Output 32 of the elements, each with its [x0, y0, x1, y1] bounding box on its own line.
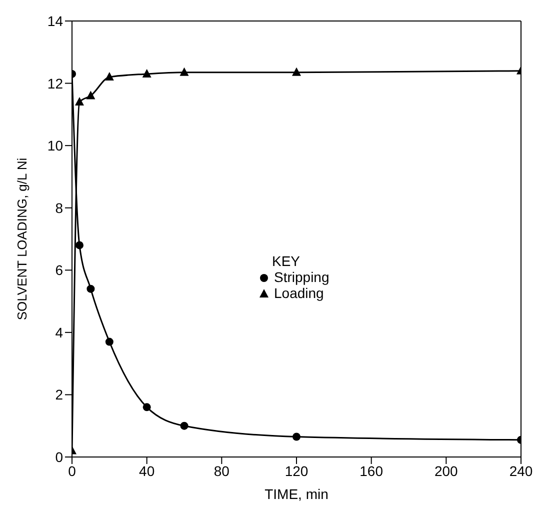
x-tick-label: 200	[434, 462, 458, 479]
point	[142, 68, 152, 78]
point	[105, 338, 114, 346]
point	[292, 67, 301, 76]
y-tick-label: 2	[55, 386, 64, 403]
point	[74, 96, 84, 106]
point	[104, 72, 114, 81]
y-tick-label: 12	[47, 75, 64, 92]
x-tick-label: 240	[509, 462, 533, 479]
x-tick-label: 120	[284, 462, 308, 479]
point	[75, 241, 84, 250]
x-tick-label: 80	[214, 462, 230, 479]
y-axis-title: SOLVENT LOADING, g/L Ni	[14, 158, 30, 320]
legend-label: Stripping	[273, 269, 330, 285]
y-tick-label: 8	[55, 200, 64, 216]
point	[142, 403, 151, 412]
point	[292, 432, 300, 441]
legend-title: KEY	[272, 253, 302, 269]
y-tick-label: 10	[47, 138, 64, 154]
x-tick-label: 0	[68, 462, 76, 479]
x-tick-label: 160	[360, 462, 384, 479]
y-tick-label: 6	[55, 262, 64, 278]
y-tick-label: 0	[55, 448, 64, 465]
y-tick-label: 14	[47, 12, 64, 29]
legend-label: Loading	[273, 285, 325, 301]
point	[180, 67, 189, 76]
x-tick-label: 40	[139, 462, 155, 479]
point	[180, 422, 188, 430]
point	[86, 284, 95, 293]
y-tick-label: 4	[55, 324, 64, 340]
x-axis-title: TIME, min	[264, 486, 328, 502]
point	[86, 90, 96, 100]
